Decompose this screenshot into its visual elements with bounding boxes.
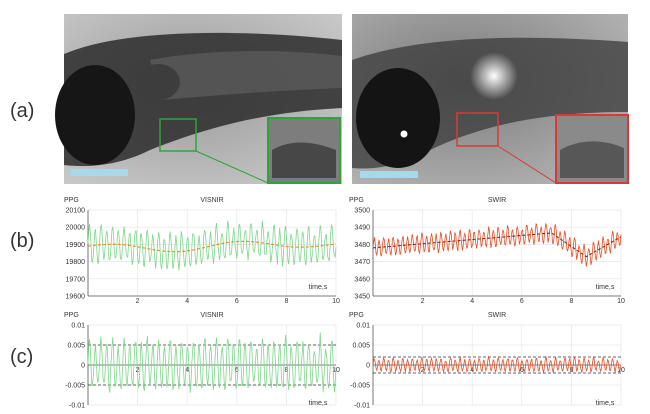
x-tick-label: 8 <box>569 298 573 305</box>
visnir-zebrafish-image <box>55 14 342 184</box>
y-tick-label: 0.005 <box>352 343 370 350</box>
x-tick-label: 8 <box>284 298 288 305</box>
x-tick-label: 2 <box>421 298 425 305</box>
y-tick-label: 19800 <box>66 259 86 266</box>
x-axis-label: time,s <box>309 284 328 291</box>
x-axis-label: time,s <box>309 400 328 407</box>
x-tick-label: 10 <box>332 298 340 305</box>
y-tick-label: 0.01 <box>71 323 85 330</box>
series-filtered-line <box>88 333 336 393</box>
y-tick-label: -0.01 <box>354 403 370 410</box>
x-tick-label: 6 <box>235 298 239 305</box>
y-tick-label: 0.01 <box>356 323 370 330</box>
x-tick-label: 10 <box>617 298 625 305</box>
swir-scale-bar <box>360 171 418 178</box>
x-tick-label: 4 <box>470 298 474 305</box>
y-axis-label: PPG <box>349 197 364 204</box>
y-tick-label: -0.01 <box>69 403 85 410</box>
y-tick-label: 3480 <box>354 242 370 249</box>
y-tick-label: 3490 <box>354 225 370 232</box>
y-tick-label: 0 <box>81 363 85 370</box>
y-tick-label: 3470 <box>354 259 370 266</box>
x-axis-label: time,s <box>596 400 615 407</box>
chart-title: VISNIR <box>200 312 223 319</box>
x-tick-label: 6 <box>520 298 524 305</box>
y-axis-label: PPG <box>64 312 79 319</box>
chart-b-visnir: 19600 19700 19800 19900 20000 20100 2 4 6 8 10 VISN… <box>64 197 340 305</box>
y-tick-label: 19700 <box>66 276 86 283</box>
y-axis-label: PPG <box>64 197 79 204</box>
y-tick-label: 3460 <box>354 276 370 283</box>
y-tick-label: 0.005 <box>67 343 85 350</box>
y-tick-label: 3450 <box>354 294 370 301</box>
chart-title: SWIR <box>488 197 506 204</box>
x-tick-label: 4 <box>185 298 189 305</box>
y-tick-label: 19900 <box>66 242 86 249</box>
y-tick-label: -0.005 <box>65 383 85 390</box>
chart-title: SWIR <box>488 312 506 319</box>
x-tick-label: 2 <box>136 298 140 305</box>
y-tick-label: 0 <box>366 363 370 370</box>
series-filtered-line <box>373 356 621 373</box>
y-axis-label: PPG <box>349 312 364 319</box>
chart-b-swir: 3450 3460 3470 3480 3490 3500 2 4 6 8 10 SWIR PPG tim… <box>349 197 625 305</box>
chart-title: VISNIR <box>200 197 223 204</box>
x-axis-label: time,s <box>596 284 615 291</box>
y-tick-label: 20100 <box>66 208 86 215</box>
y-tick-label: 19600 <box>66 294 86 301</box>
y-tick-label: 20000 <box>66 225 86 232</box>
swir-zebrafish-image <box>352 14 628 184</box>
visnir-scale-bar <box>70 169 128 176</box>
y-tick-label: -0.005 <box>350 383 370 390</box>
y-tick-label: 3500 <box>354 208 370 215</box>
